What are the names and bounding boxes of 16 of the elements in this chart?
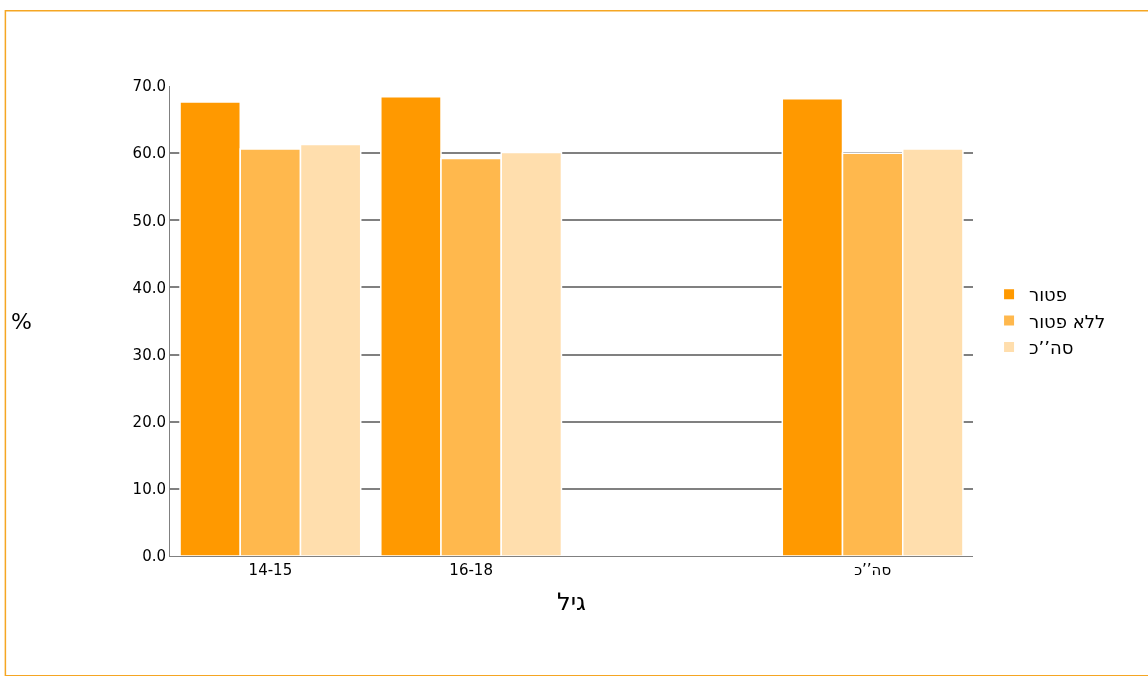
x-tick-label: 16-18 [449, 561, 493, 579]
legend-label: סה’’כ [1029, 337, 1074, 359]
y-tick-label: 0.0 [142, 547, 166, 566]
y-tick-label: 50.0 [132, 211, 166, 230]
y-tick-label: 70.0 [132, 77, 166, 96]
x-tick-label: 14-15 [248, 561, 293, 579]
legend-label: פטור [1029, 284, 1068, 306]
y-tick-label: 20.0 [132, 412, 166, 431]
legend-label: ללא פטור [1029, 310, 1106, 332]
y-tick-label: 40.0 [132, 278, 166, 297]
y-axis-title: % [11, 309, 32, 334]
y-tick-label: 10.0 [132, 480, 166, 499]
y-tick-label: 60.0 [132, 144, 166, 163]
y-tick-label: 30.0 [132, 345, 166, 364]
x-axis-title: גיל [557, 588, 587, 617]
x-tick-label: סה’’כ [854, 561, 892, 579]
